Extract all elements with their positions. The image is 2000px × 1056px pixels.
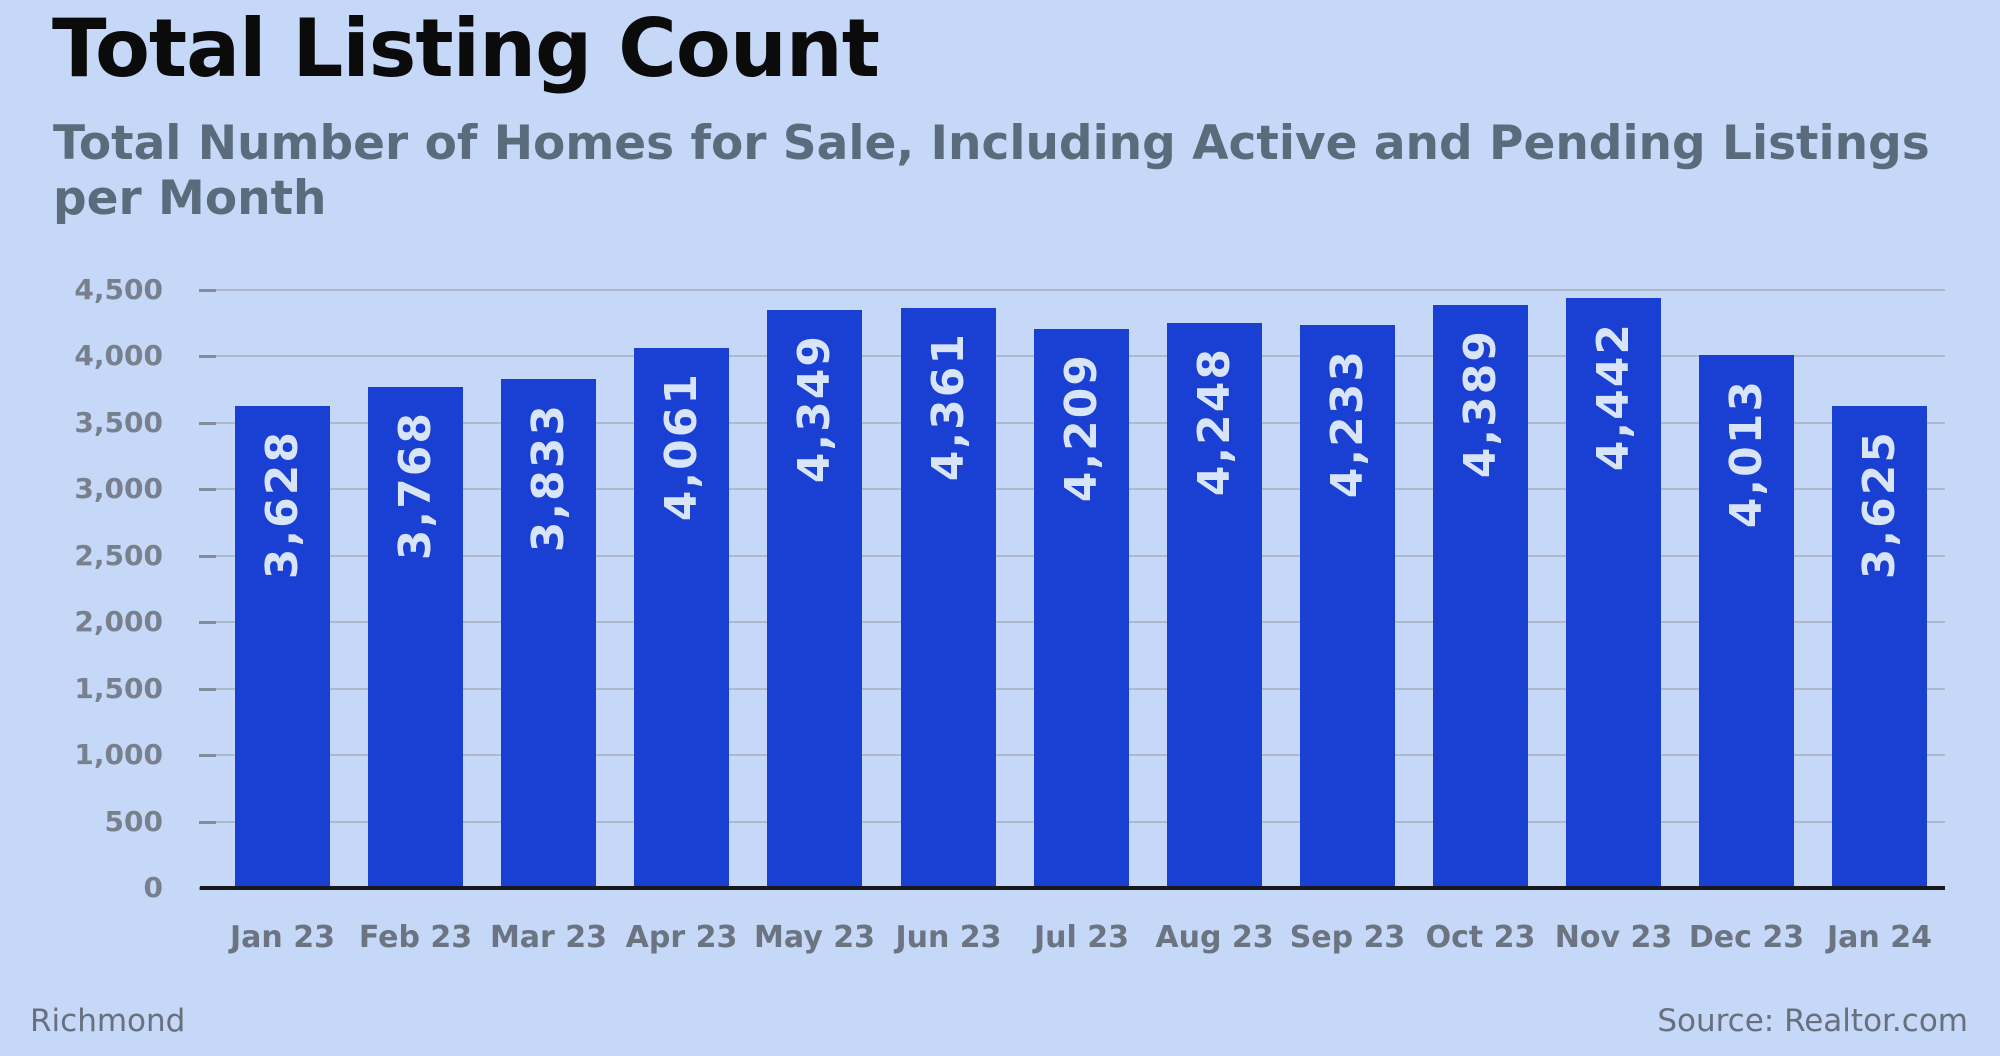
bar-nov-23[interactable]: 4,442 <box>1566 298 1661 888</box>
x-axis-tick-label: Jan 23 <box>230 920 335 955</box>
bar-jun-23[interactable]: 4,361 <box>901 308 996 888</box>
x-axis-tick-label: Feb 23 <box>358 920 473 955</box>
x-axis-tick-label: Sep 23 <box>1289 920 1406 955</box>
region-label: Richmond <box>30 1003 186 1039</box>
bar-value-label: 4,013 <box>1721 379 1772 529</box>
y-axis-tick <box>199 754 216 758</box>
chart-title: Total Listing Count <box>52 2 880 95</box>
y-axis-tick-label: 3,000 <box>74 472 163 506</box>
x-axis-tick-label: Jul 23 <box>1034 920 1129 955</box>
gridline <box>200 289 1945 291</box>
bar-feb-23[interactable]: 3,768 <box>368 387 463 888</box>
bar-jan-24[interactable]: 3,625 <box>1832 406 1927 888</box>
y-axis-tick <box>199 488 216 492</box>
bar-value-label: 4,209 <box>1056 353 1107 503</box>
bar-aug-23[interactable]: 4,248 <box>1167 323 1262 888</box>
bar-value-label: 4,248 <box>1189 347 1240 497</box>
bar-value-label: 4,389 <box>1455 329 1506 479</box>
x-axis-tick-label: Mar 23 <box>489 920 608 955</box>
y-axis-tick-label: 2,500 <box>74 538 163 572</box>
bar-dec-23[interactable]: 4,013 <box>1699 355 1794 888</box>
x-axis-tick-label: Dec 23 <box>1688 920 1805 955</box>
bar-sep-23[interactable]: 4,233 <box>1300 325 1395 888</box>
bar-oct-23[interactable]: 4,389 <box>1433 305 1528 888</box>
x-axis-line <box>200 886 1945 890</box>
x-axis-tick-label: Aug 23 <box>1155 920 1274 955</box>
source-label: Source: Realtor.com <box>1657 1003 1968 1039</box>
y-axis-tick-label: 4,000 <box>74 339 163 373</box>
y-axis-tick <box>199 820 216 824</box>
y-axis-tick-label: 0 <box>143 871 163 904</box>
x-axis-tick-label: Jun 23 <box>895 920 1002 955</box>
bar-apr-23[interactable]: 4,061 <box>634 348 729 888</box>
bar-jan-23[interactable]: 3,628 <box>235 406 330 888</box>
y-axis-tick-label: 3,500 <box>74 405 163 439</box>
y-axis-tick-label: 1,500 <box>74 671 163 705</box>
bar-jul-23[interactable]: 4,209 <box>1034 329 1129 888</box>
y-axis-tick-label: 1,000 <box>74 738 163 772</box>
x-axis-tick-label: Apr 23 <box>625 920 738 955</box>
y-axis-tick <box>199 554 216 558</box>
x-axis-tick-label: Oct 23 <box>1425 920 1536 955</box>
y-axis-tick-label: 2,000 <box>74 605 163 639</box>
bar-value-label: 4,361 <box>923 332 974 482</box>
bar-value-label: 3,625 <box>1854 430 1905 580</box>
x-axis-tick-label: May 23 <box>754 920 875 955</box>
x-axis-tick-label: Jan 24 <box>1827 920 1932 955</box>
x-axis-tick-label: Nov 23 <box>1554 920 1673 955</box>
bar-mar-23[interactable]: 3,833 <box>501 379 596 888</box>
y-axis-tick <box>199 289 216 292</box>
y-axis-tick <box>199 421 216 425</box>
bar-may-23[interactable]: 4,349 <box>767 310 862 888</box>
bar-value-label: 4,349 <box>789 334 840 484</box>
bar-value-label: 4,442 <box>1588 322 1639 472</box>
bar-value-label: 4,233 <box>1322 349 1373 499</box>
bar-value-label: 3,628 <box>257 430 308 580</box>
bar-value-label: 3,768 <box>390 411 441 561</box>
y-axis-tick-label: 4,500 <box>74 273 163 306</box>
bar-value-label: 3,833 <box>523 403 574 553</box>
y-axis-tick-label: 500 <box>104 804 163 838</box>
chart-subtitle: Total Number of Homes for Sale, Includin… <box>53 116 1930 226</box>
y-axis-tick <box>199 355 216 359</box>
y-axis-tick <box>199 687 216 691</box>
y-axis-tick <box>199 621 216 625</box>
bar-value-label: 4,061 <box>656 372 707 522</box>
